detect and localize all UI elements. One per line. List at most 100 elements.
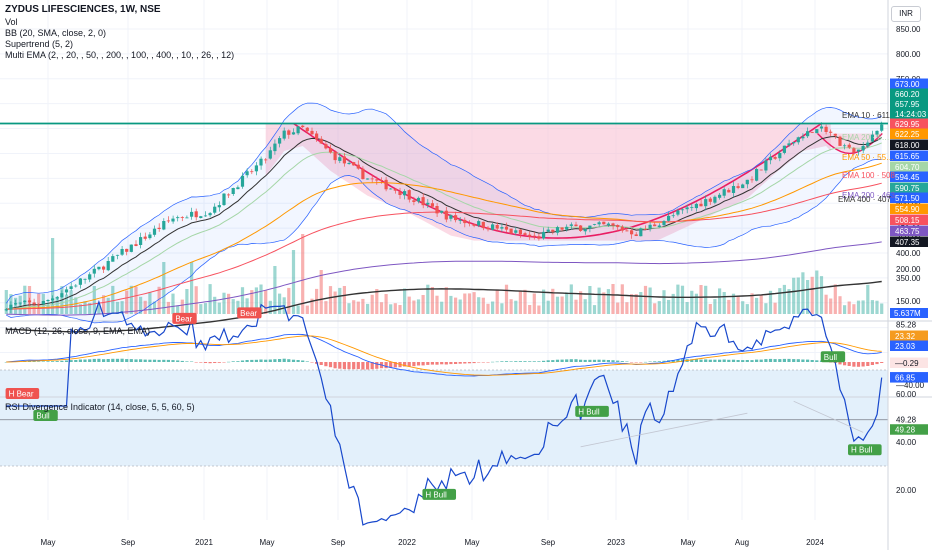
candle-body [736, 186, 740, 188]
candle-body [745, 179, 749, 185]
macd-title[interactable]: MACD (12, 26, close, 9, EMA, EMA) [5, 326, 151, 336]
macd-histogram-bar [250, 359, 254, 362]
macd-histogram-bar [449, 362, 453, 365]
macd-histogram-bar [546, 360, 550, 362]
macd-histogram-bar [518, 361, 522, 362]
legend-supertrend[interactable]: Supertrend (5, 2) [5, 39, 74, 49]
candle-body [162, 221, 166, 230]
candle-body [852, 148, 856, 153]
candle-body [810, 132, 814, 133]
candle-body [565, 226, 569, 230]
macd-histogram-bar [755, 359, 759, 362]
volume-bar [574, 299, 578, 314]
volume-bar [602, 292, 606, 314]
ema-label: EMA 50 · 55… [842, 153, 894, 162]
candle-body [704, 199, 708, 207]
x-tick-label: Sep [331, 538, 346, 547]
macd-histogram-bar [745, 360, 749, 362]
candle-body [319, 138, 323, 144]
macd-histogram-bar [185, 361, 189, 362]
legend-multi-ema[interactable]: Multi EMA (2, , 20, , 50, , 200, , 100, … [5, 50, 235, 60]
volume-bar [115, 301, 120, 314]
macd-histogram-bar [875, 362, 879, 365]
legend-vol[interactable]: Vol [5, 17, 18, 27]
macd-histogram-bar [592, 359, 597, 362]
volume-bar [731, 293, 736, 314]
candle-body [532, 235, 536, 237]
price-tag [890, 203, 928, 214]
volume-bar [542, 289, 546, 314]
candle-body [296, 126, 300, 134]
chart-title: ZYDUS LIFESCIENCES, 1W, NSE [5, 4, 161, 15]
candle-body [792, 142, 796, 144]
volume-bar [102, 295, 106, 314]
macd-histogram-bar [222, 362, 226, 363]
volume-bar [509, 299, 513, 314]
rsi-title[interactable]: RSI Divergence Indicator (14, close, 5, … [5, 402, 195, 412]
macd-histogram-bar [662, 360, 666, 362]
volume-bar [190, 262, 194, 314]
macd-histogram-bar [847, 362, 851, 366]
candle-body [463, 219, 467, 224]
candle-body [259, 158, 263, 166]
volume-bar [444, 287, 448, 314]
volume-bar [504, 284, 509, 314]
volume-bar [467, 293, 472, 314]
volume-bar [680, 285, 685, 314]
volume-bar [421, 295, 425, 314]
divergence-line [580, 412, 748, 448]
volume-bar [861, 300, 865, 314]
macd-histogram-bar [495, 361, 499, 363]
macd-tag-text: 23.03 [895, 342, 916, 351]
volume-bar [347, 303, 351, 314]
volume-bar [185, 289, 189, 314]
candle-body [625, 230, 629, 232]
candle-body [680, 209, 685, 211]
cup-fill [265, 123, 831, 241]
volume-bar [472, 292, 476, 314]
candle-body [880, 124, 884, 131]
candle-body [231, 188, 235, 194]
ema-20-line [6, 142, 882, 310]
macd-histogram-bar [352, 362, 356, 370]
macd-histogram-bar [227, 361, 231, 363]
candle-body [208, 213, 212, 216]
volume-bar [166, 301, 170, 314]
x-tick-label: 2024 [806, 538, 824, 547]
macd-histogram-bar [579, 359, 583, 362]
macd-histogram-bar [287, 359, 291, 362]
macd-histogram-bar [504, 361, 509, 362]
macd-histogram-bar [194, 362, 198, 363]
volume-bar [782, 284, 786, 314]
macd-histogram-bar [412, 362, 416, 367]
volume-tag-text: 5.637M [894, 309, 921, 318]
volume-bar [796, 277, 800, 314]
y-tick-label: 150.00 [896, 297, 921, 306]
macd-histogram-bar [370, 362, 374, 370]
volume-bar [217, 302, 221, 314]
volume-bar [555, 296, 560, 314]
candle-body [166, 220, 170, 222]
volume-bar [528, 305, 532, 314]
currency-badge[interactable]: INR [891, 6, 921, 22]
candle-body [806, 131, 810, 137]
macd-histogram-bar [486, 362, 490, 363]
volume-bar [815, 270, 819, 314]
volume-bar [611, 284, 615, 314]
rsi-tag-text: 49.28 [895, 426, 916, 435]
candle-body [467, 222, 472, 224]
candle-body [435, 206, 439, 214]
volume-bar [481, 297, 485, 314]
macd-histogram-bar [583, 359, 587, 362]
volume-bar [97, 304, 101, 314]
macd-histogram-bar [727, 359, 731, 362]
candle-body [630, 230, 634, 235]
candle-body [537, 236, 541, 239]
legend-bb[interactable]: BB (20, SMA, close, 2, 0) [5, 28, 107, 38]
macd-histogram-bar [514, 361, 518, 362]
rsi-signal-text: H Bull [425, 490, 447, 499]
ema-50-line [6, 162, 882, 310]
candle-body [477, 221, 481, 226]
candle-body [634, 234, 638, 236]
